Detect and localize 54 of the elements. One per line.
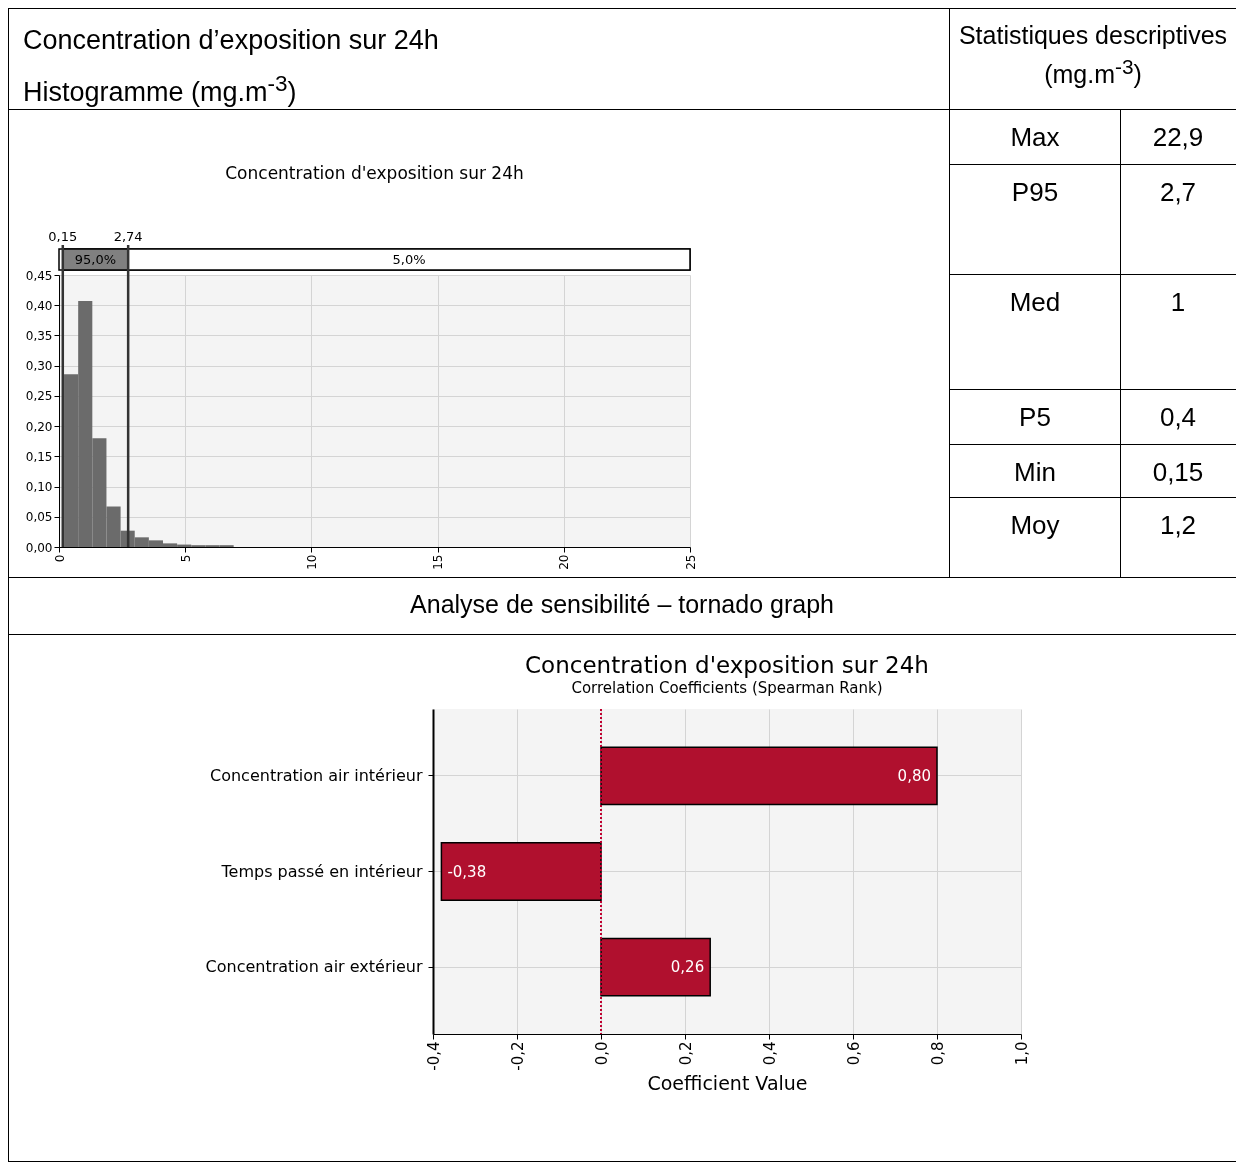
chart-subtitle: Correlation Coefficients (Spearman Rank) — [571, 679, 883, 697]
y-tick-label: 0,05 — [25, 510, 53, 525]
text: P95 — [1010, 177, 1060, 208]
text: Max — [1009, 122, 1061, 153]
x-tick-label: 0,6 — [844, 1041, 863, 1066]
x-tick-label: 0,2 — [676, 1041, 695, 1066]
text: 0,15 — [1151, 457, 1205, 488]
x-tick-label: 25 — [683, 554, 698, 570]
text: Min — [1013, 457, 1057, 488]
ref-line-label: 0,15 — [48, 229, 78, 244]
x-tick-label: 0,8 — [928, 1041, 947, 1066]
text: Concentration d'exposition sur 24h — [225, 163, 524, 183]
text: 0,4 — [1158, 402, 1198, 433]
text: 22,9 — [1151, 122, 1205, 153]
chart-title: Concentration d’exposition sur 24h — [23, 24, 439, 57]
text: 1 — [1169, 287, 1187, 318]
text: P5 — [1018, 402, 1052, 433]
text: Moy — [1009, 510, 1061, 541]
x-tick-label: 10 — [304, 554, 319, 570]
y-tick-label: 0,40 — [25, 298, 53, 313]
y-tick-label: 0,35 — [25, 328, 53, 343]
y-tick-label: 0,20 — [25, 419, 53, 434]
text: 95,0% — [74, 252, 117, 267]
text: 1,2 — [1158, 510, 1198, 541]
text: Analyse de sensibilité – tornado graph — [409, 590, 835, 619]
y-tick-label: 0,45 — [25, 268, 53, 283]
data-label: 0,26 — [670, 958, 705, 977]
text: Statistiques descriptives (mg.m$^{-3}$) — [957, 20, 1229, 91]
chart-title: Concentration d'exposition sur 24h — [525, 652, 929, 678]
x-tick-label: 0,4 — [760, 1041, 779, 1066]
x-tick-label: -0,2 — [508, 1041, 527, 1071]
data-label: -0,38 — [447, 862, 487, 881]
x-tick-label: 0 — [52, 554, 67, 563]
x-tick-label: 5 — [178, 554, 193, 563]
ref-line-label: 2,74 — [113, 229, 143, 244]
x-tick-label: 1,0 — [1012, 1041, 1031, 1066]
y-tick-label: 0,25 — [25, 389, 53, 404]
text: 5,0% — [392, 252, 426, 267]
y-tick-label: Concentration air extérieur — [205, 957, 423, 977]
y-tick-label: Concentration air intérieur — [210, 765, 423, 785]
y-tick-label: Temps passé en intérieur — [220, 861, 423, 881]
x-axis-title: Coefficient Value — [647, 1071, 808, 1094]
x-tick-label: 20 — [557, 554, 572, 570]
y-tick-label: 0,10 — [25, 480, 53, 495]
y-tick-label: 0,00 — [25, 540, 53, 555]
text: Med — [1008, 287, 1062, 318]
y-tick-label: 0,30 — [25, 359, 53, 374]
x-tick-label: -0,4 — [424, 1041, 443, 1071]
y-tick-label: 0,15 — [25, 449, 53, 464]
x-tick-label: 0,0 — [592, 1041, 611, 1066]
text: 2,7 — [1158, 177, 1198, 208]
chart-subtitle: Histogramme (mg.m$^{-3}$) — [23, 70, 298, 109]
data-label: 0,80 — [897, 766, 931, 785]
x-tick-label: 15 — [431, 554, 446, 570]
